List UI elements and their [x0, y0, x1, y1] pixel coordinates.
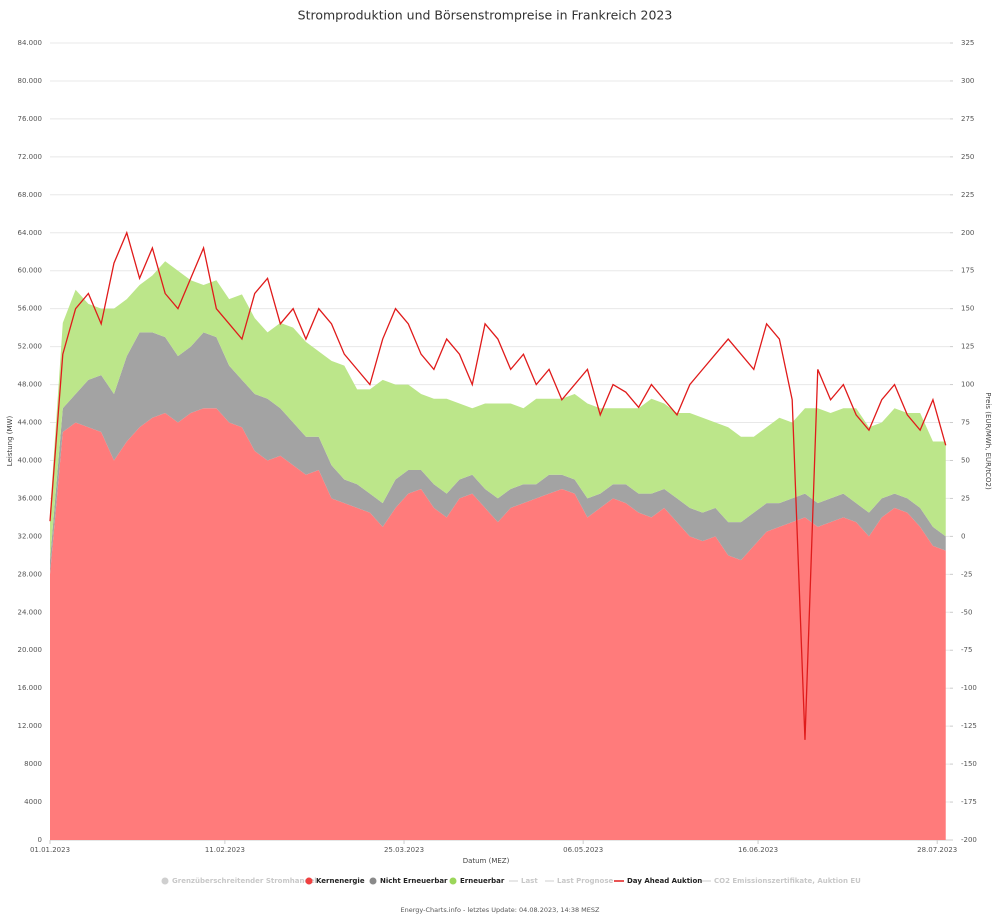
y-tick-label: 40.000: [18, 456, 43, 464]
footer: Energy-Charts.info - letztes Update: 04.…: [401, 906, 601, 914]
legend-marker: [161, 877, 169, 885]
area: [50, 261, 946, 561]
y2-tick-label: 125: [961, 343, 974, 351]
y-tick-label: 24.000: [18, 608, 43, 616]
x-tick-label: 25.03.2023: [384, 846, 424, 854]
x-tick-label: 28.07.2023: [917, 846, 957, 854]
y2-tick-label: 0: [961, 532, 965, 540]
price-line: [49, 230, 947, 740]
y-tick-label: 8000: [24, 760, 42, 768]
y-tick-label: 72.000: [18, 153, 43, 161]
y2-tick-label: 300: [961, 77, 974, 85]
y2-tick-label: 275: [961, 115, 974, 123]
y2-tick-label: 325: [961, 39, 974, 47]
y2-tick-label: -125: [961, 722, 977, 730]
legend-label: Erneuerbar: [460, 877, 505, 885]
x-tick-label: 11.02.2023: [205, 846, 245, 854]
legend-marker: [369, 877, 377, 885]
y-tick-label: 52.000: [18, 343, 43, 351]
y2-tick-label: -75: [961, 646, 972, 654]
y-tick-label: 36.000: [18, 494, 43, 502]
y-tick-label: 48.000: [18, 381, 43, 389]
y-tick-label: 64.000: [18, 229, 43, 237]
y-axis-label: Leistung (MW): [6, 416, 14, 467]
legend-label: Last Prognose: [557, 877, 613, 885]
legend-label: Day Ahead Auktion: [627, 877, 702, 885]
legend-label: Nicht Erneuerbar: [380, 877, 448, 885]
y-tick-label: 56.000: [18, 305, 43, 313]
y2-tick-label: 75: [961, 419, 970, 427]
legend-label: Kernenergie: [316, 877, 365, 885]
area: [50, 332, 946, 575]
y2-tick-label: 50: [961, 456, 970, 464]
x-tick-label: 06.05.2023: [563, 846, 603, 854]
y-tick-label: 32.000: [18, 532, 43, 540]
y2-tick-label: -100: [961, 684, 977, 692]
chart-title: Stromproduktion und Börsenstrompreise in…: [298, 8, 673, 23]
x-tick-label: 01.01.2023: [30, 846, 70, 854]
x-tick-label: 16.06.2023: [738, 846, 778, 854]
y-tick-label: 12.000: [18, 722, 43, 730]
y2-tick-label: -200: [961, 836, 977, 844]
x-axis-label: Datum (MEZ): [463, 857, 510, 865]
y-tick-label: 80.000: [18, 77, 43, 85]
y-tick-label: 76.000: [18, 115, 43, 123]
legend-label: Last: [521, 877, 538, 885]
legend-marker: [449, 877, 457, 885]
y-tick-label: 60.000: [18, 267, 43, 275]
y2-tick-label: 200: [961, 229, 974, 237]
y-tick-label: 20.000: [18, 646, 43, 654]
legend-label: CO2 Emissionszertifikate, Auktion EU: [714, 877, 861, 885]
y-tick-label: 4000: [24, 798, 42, 806]
y2-tick-label: 25: [961, 494, 970, 502]
y2-tick-label: 100: [961, 381, 974, 389]
y2-tick-label: -50: [961, 608, 972, 616]
y-tick-label: 44.000: [18, 419, 43, 427]
y2-tick-label: -150: [961, 760, 977, 768]
y2-tick-label: 250: [961, 153, 974, 161]
legend-marker: [305, 877, 313, 885]
legend-label: Grenzüberschreitender Stromhandel: [172, 877, 317, 885]
y-tick-label: 28.000: [18, 570, 43, 578]
y2-tick-label: -25: [961, 570, 972, 578]
y2-tick-label: 225: [961, 191, 974, 199]
area: [50, 408, 946, 840]
y2-tick-label: 150: [961, 305, 974, 313]
y2-tick-label: 175: [961, 267, 974, 275]
y-tick-label: 68.000: [18, 191, 43, 199]
y2-tick-label: -175: [961, 798, 977, 806]
y-tick-label: 16.000: [18, 684, 43, 692]
y2-axis-label: Preis (EUR/MWh, EUR/tCO2): [984, 392, 992, 490]
y-tick-label: 0: [38, 836, 42, 844]
y-tick-label: 84.000: [18, 39, 43, 47]
